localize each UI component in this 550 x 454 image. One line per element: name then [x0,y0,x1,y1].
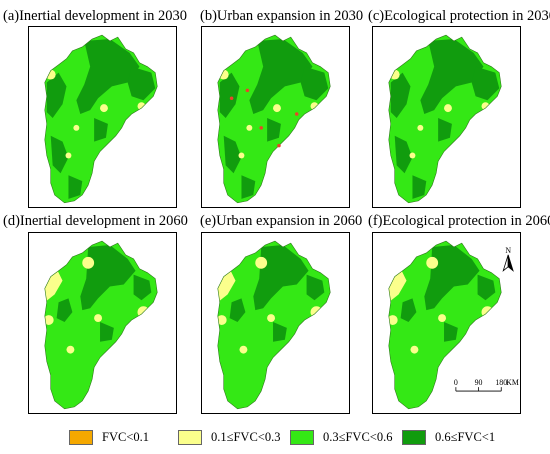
map-panel-c [372,26,521,208]
legend-swatch [402,430,426,445]
map-panel-a [28,26,177,208]
map-panel-f: N 0 90 180 KM [372,232,521,414]
north-arrow-icon: N [502,246,514,272]
legend-label: 0.6≤FVC<1 [435,430,496,444]
scale-tick-90: 90 [475,378,483,387]
legend-swatch [178,430,202,445]
map-c [373,27,520,207]
map-panel-b [201,26,350,208]
legend-label: FVC<0.1 [102,430,149,444]
legend-label: 0.1≤FVC<0.3 [211,430,281,444]
north-label: N [505,246,511,255]
map-panel-e [201,232,350,414]
legend-swatch [290,430,314,445]
legend-label: 0.3≤FVC<0.6 [323,430,393,444]
map-panel-d [28,232,177,414]
panel-title-b: (b)Urban expansion in 2030 [200,8,364,24]
scale-unit: KM [506,378,519,387]
panel-title-c: (c)Ecological protection in 2030 [368,8,550,24]
map-e [202,233,349,413]
panel-title-f: (f)Ecological protection in 2060 [368,213,550,229]
map-b [202,27,349,207]
panel-title-a: (a)Inertial development in 2030 [3,8,188,24]
scale-bar: 0 90 180 KM [454,378,519,392]
legend-swatch [69,430,93,445]
scale-tick-0: 0 [454,378,458,387]
scale-tick-180: 180 [495,378,507,387]
map-a [29,27,176,207]
panel-title-e: (e)Urban expansion in 2060 [200,213,363,229]
panel-title-d: (d)Inertial development in 2060 [3,213,188,229]
map-f: N 0 90 180 KM [373,233,519,413]
map-d [29,233,176,413]
